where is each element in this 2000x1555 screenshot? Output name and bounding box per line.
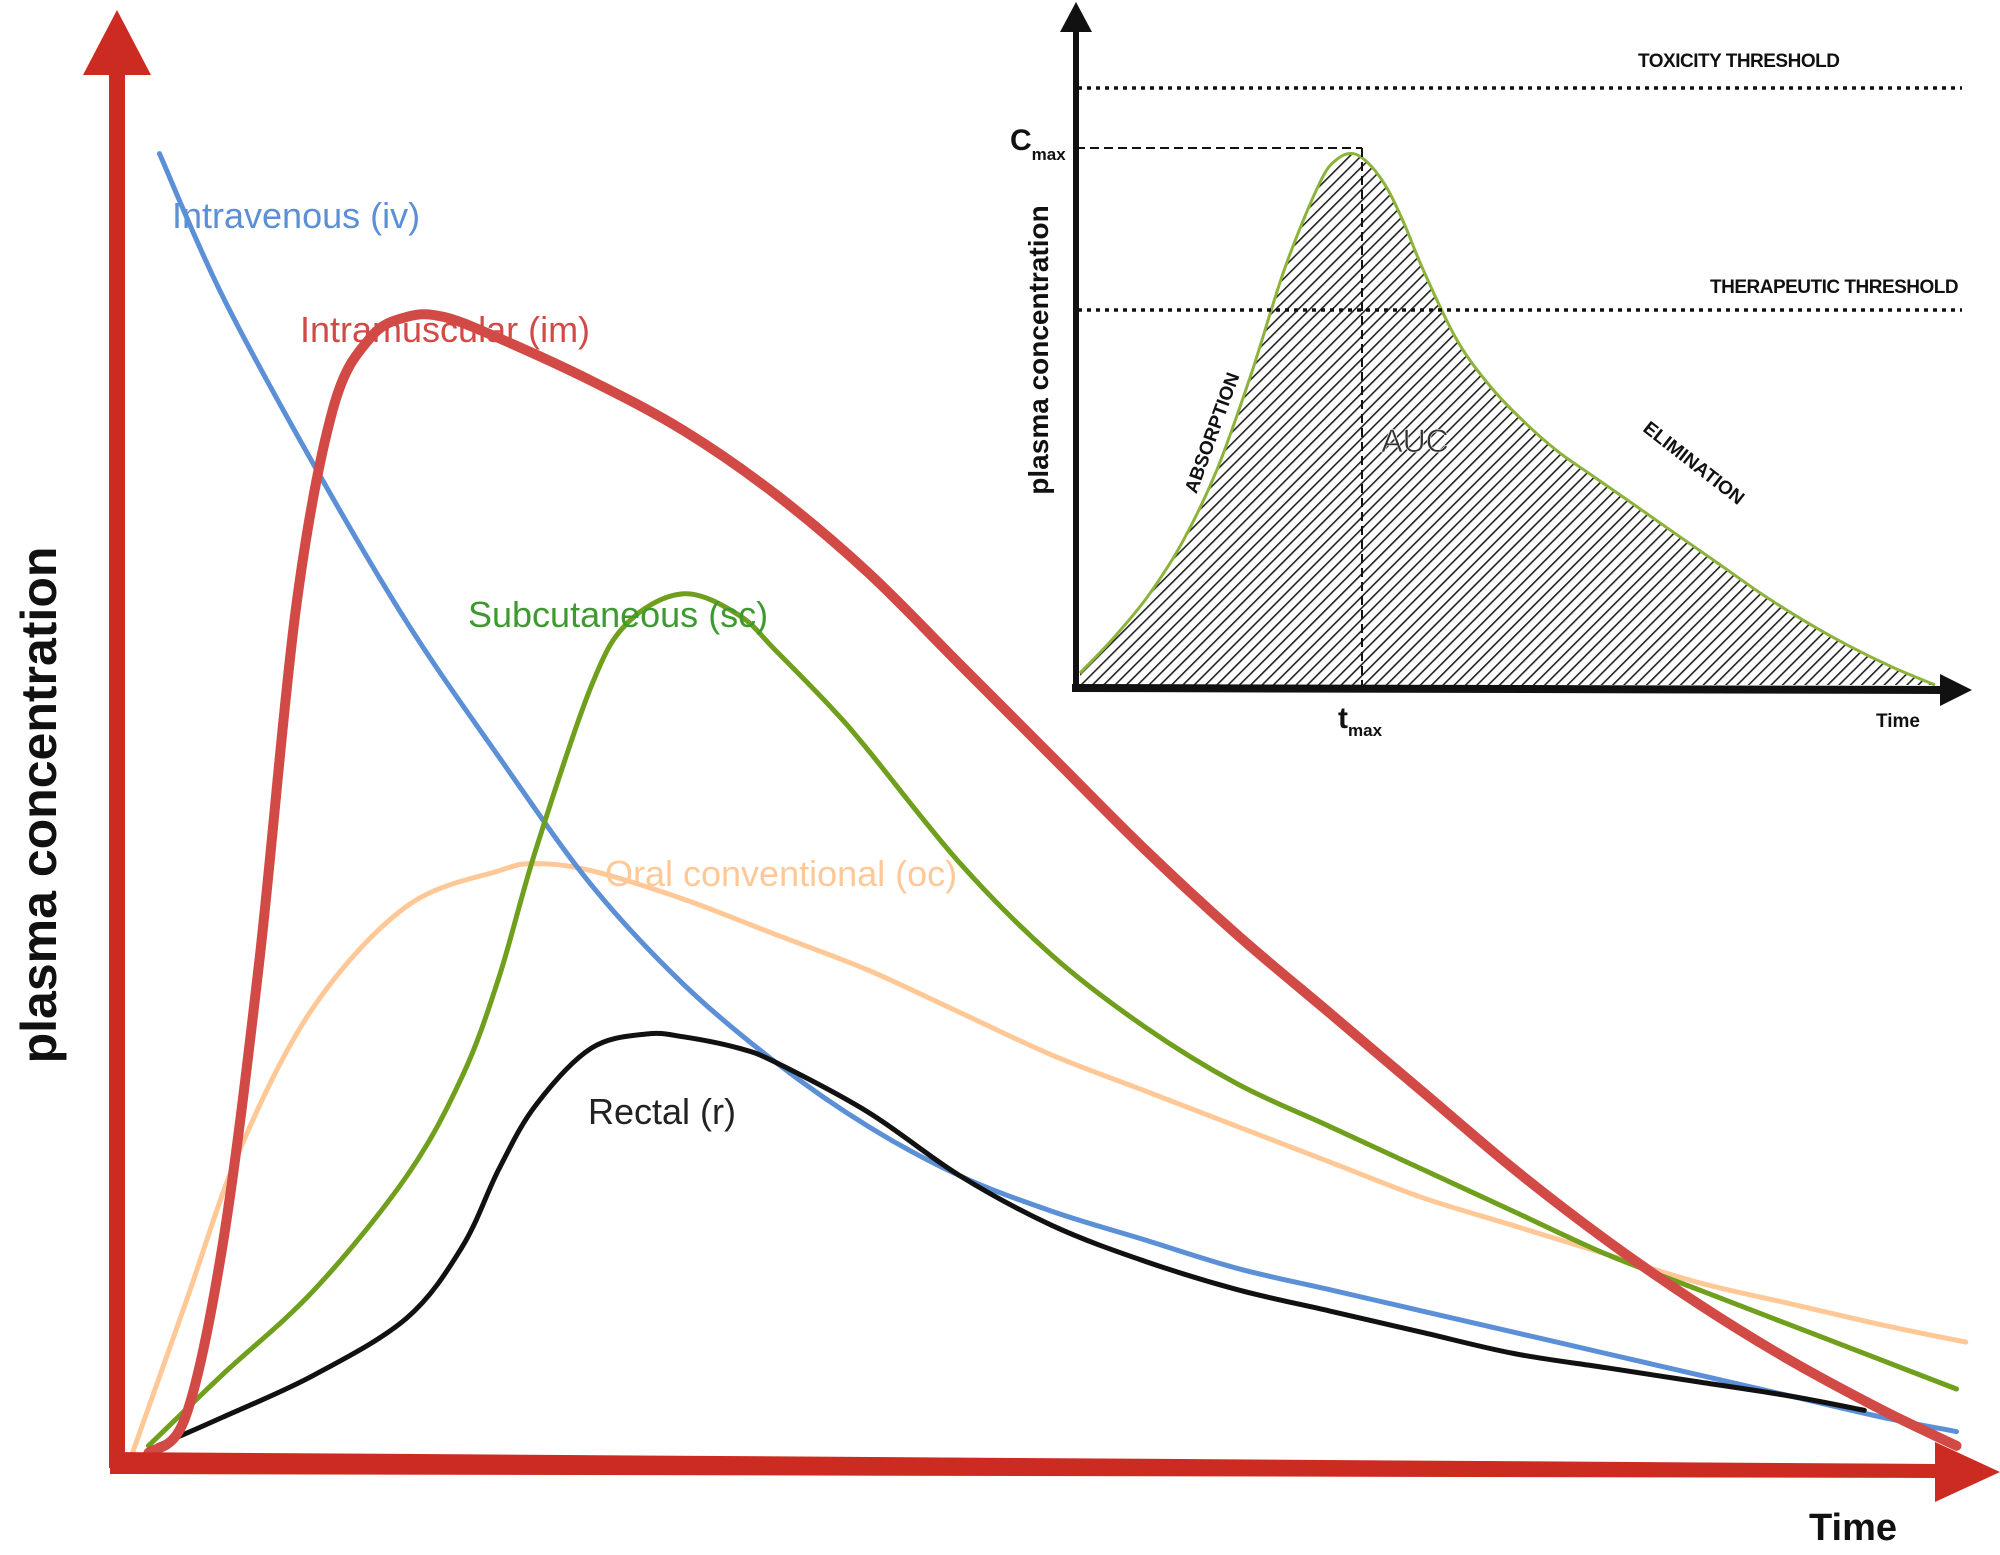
inset-x-axis-arrow-icon xyxy=(1940,674,1972,706)
main-y-axis-label: plasma concentration xyxy=(11,547,67,1064)
main-x-axis-arrow-icon xyxy=(1935,1442,2000,1502)
inset-x-axis xyxy=(1071,684,1949,694)
main-x-axis xyxy=(110,1452,1935,1478)
tmax-label-main: t xyxy=(1338,702,1348,735)
main-series-group xyxy=(127,151,1969,1463)
inset-y-axis-arrow-icon xyxy=(1060,2,1092,32)
main-chart: plasma concentration Time Intravenous (i… xyxy=(11,10,2000,1549)
tmax-label: tmax xyxy=(1338,702,1383,740)
toxicity-threshold-label: TOXICITY THRESHOLD xyxy=(1638,51,1839,72)
therapeutic-threshold-label: THERAPEUTIC THRESHOLD xyxy=(1710,277,1958,298)
auc-label: AUC xyxy=(1381,423,1449,459)
inset-chart: TOXICITY THRESHOLD THERAPEUTIC THRESHOLD… xyxy=(1010,2,1972,740)
inset-x-axis-label: Time xyxy=(1876,711,1920,732)
series-line-rectal xyxy=(155,1030,1867,1449)
main-x-axis-label: Time xyxy=(1809,1507,1897,1549)
cmax-label: Cmax xyxy=(1010,124,1066,164)
auc-area xyxy=(1080,153,1935,686)
main-y-axis-arrow-icon xyxy=(83,10,151,75)
series-label-subcutaneous: Subcutaneous (sc) xyxy=(468,594,768,635)
elimination-label: ELIMINATION xyxy=(1639,418,1748,510)
series-line-intramuscular xyxy=(143,309,1962,1458)
series-label-rectal: Rectal (r) xyxy=(588,1091,736,1132)
series-label-oral: Oral conventional (oc) xyxy=(605,853,957,894)
series-label-intramuscular: Intramuscular (im) xyxy=(300,309,590,350)
series-line-subcutaneous xyxy=(145,591,1959,1449)
inset-concentration-curve xyxy=(1078,151,1936,687)
inset-y-axis-label: plasma concentration xyxy=(1023,205,1054,494)
cmax-label-main: C xyxy=(1010,124,1032,157)
cmax-label-sub: max xyxy=(1032,145,1067,164)
tmax-label-sub: max xyxy=(1348,721,1383,740)
series-label-intravenous: Intravenous (iv) xyxy=(172,195,420,236)
